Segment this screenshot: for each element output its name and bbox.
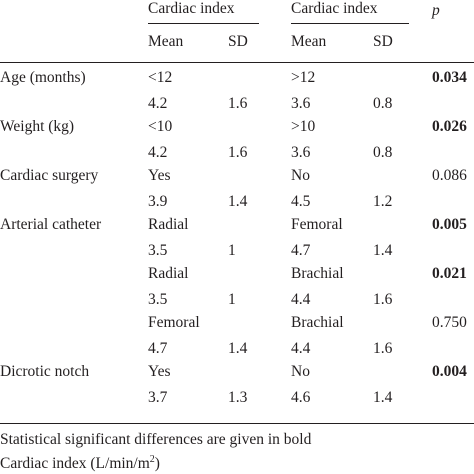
p-value: 0.750 — [432, 314, 467, 331]
sd-right: 1.4 — [373, 389, 393, 406]
p-value: 0.004 — [432, 363, 467, 380]
category-left: Yes — [148, 363, 171, 380]
sd-left: 1.6 — [228, 144, 248, 161]
mean-left: 4.2 — [148, 95, 168, 112]
sd-right: 0.8 — [373, 144, 393, 161]
header-bottom-rule — [0, 62, 474, 63]
mean-left: 4.2 — [148, 144, 168, 161]
sd-right: 1.2 — [373, 193, 393, 210]
sd-left: 1.4 — [228, 193, 248, 210]
p-value: 0.021 — [432, 265, 467, 282]
category-right: Femoral — [291, 216, 343, 233]
mean-left: 4.7 — [148, 340, 168, 357]
units-close: ) — [154, 455, 160, 472]
p-value: 0.034 — [432, 69, 467, 86]
group-left-rule — [148, 23, 259, 24]
sd-left: 1.6 — [228, 95, 248, 112]
mean-right: 4.4 — [291, 291, 311, 308]
mean-right: 4.4 — [291, 340, 311, 357]
row-label: Dicrotic notch — [0, 363, 90, 380]
mean-right: 4.7 — [291, 242, 311, 259]
sd-left: 1 — [228, 242, 236, 259]
sd-right: 1.4 — [373, 242, 393, 259]
footnote-units: Cardiac index (L/min/m2) — [0, 453, 160, 472]
mean-left: 3.5 — [148, 291, 168, 308]
sd-right: 1.6 — [373, 340, 393, 357]
units-text: Cardiac index (L/min/m — [0, 455, 150, 472]
header-group-left: Cardiac index — [148, 0, 235, 17]
category-right: Brachial — [291, 265, 344, 282]
group-right-rule — [291, 23, 409, 24]
category-left: Yes — [148, 167, 171, 184]
sd-right: 0.8 — [373, 95, 393, 112]
header-mean-right: Mean — [291, 33, 327, 50]
header-group-right: Cardiac index — [291, 0, 378, 17]
header-sd-right: SD — [373, 33, 393, 50]
category-left: <12 — [148, 69, 173, 86]
mean-left: 3.7 — [148, 389, 168, 406]
header-mean-left: Mean — [148, 33, 184, 50]
row-label: Weight (kg) — [0, 118, 75, 135]
category-right: No — [291, 167, 310, 184]
header-p-label: p — [432, 2, 440, 19]
p-value: 0.086 — [432, 167, 467, 184]
category-left: <10 — [148, 118, 173, 135]
p-value: 0.026 — [432, 118, 467, 135]
table-bottom-rule — [0, 423, 474, 424]
mean-left: 3.9 — [148, 193, 168, 210]
footnote-significance: Statistical significant differences are … — [0, 431, 312, 448]
header-sd-left: SD — [228, 33, 248, 50]
mean-right: 3.6 — [291, 95, 311, 112]
p-value: 0.005 — [432, 216, 467, 233]
units-superscript: 2 — [149, 453, 155, 465]
category-right: >10 — [291, 118, 316, 135]
sd-right: 1.6 — [373, 291, 393, 308]
sd-left: 1.3 — [228, 389, 248, 406]
category-right: Brachial — [291, 314, 344, 331]
row-label: Arterial catheter — [0, 216, 102, 233]
sd-left: 1.4 — [228, 340, 248, 357]
category-right: No — [291, 363, 310, 380]
category-left: Femoral — [148, 314, 200, 331]
mean-right: 4.5 — [291, 193, 311, 210]
row-label: Cardiac surgery — [0, 167, 99, 184]
category-left: Radial — [148, 265, 189, 282]
mean-left: 3.5 — [148, 242, 168, 259]
category-left: Radial — [148, 216, 189, 233]
mean-right: 4.6 — [291, 389, 311, 406]
mean-right: 3.6 — [291, 144, 311, 161]
category-right: >12 — [291, 69, 316, 86]
sd-left: 1 — [228, 291, 236, 308]
row-label: Age (months) — [0, 69, 86, 86]
